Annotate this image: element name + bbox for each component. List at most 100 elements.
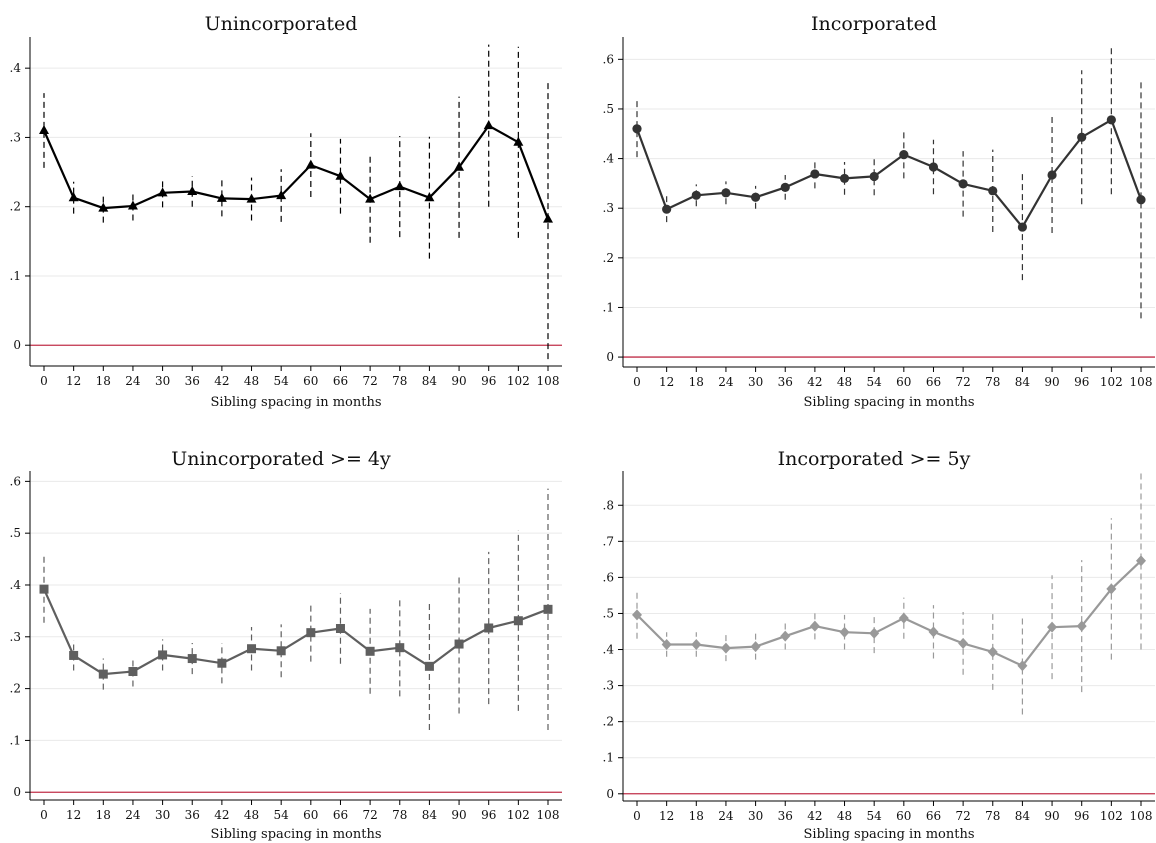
x-tick-label: 48 <box>244 808 259 822</box>
x-tick-label: 90 <box>1044 809 1059 823</box>
x-tick-label: 42 <box>807 375 822 389</box>
data-point <box>1076 620 1087 632</box>
x-tick-label: 108 <box>537 808 560 822</box>
y-tick-label: .8 <box>603 498 614 512</box>
x-tick-label: 78 <box>985 809 1000 823</box>
x-tick-label: 66 <box>926 375 941 389</box>
x-tick-label: 12 <box>66 374 81 388</box>
data-point <box>247 644 257 654</box>
x-tick-label: 18 <box>689 809 704 823</box>
x-tick-label: 72 <box>955 809 970 823</box>
data-point <box>1077 132 1087 142</box>
series-line <box>42 588 549 676</box>
data-point <box>543 604 553 614</box>
data-point <box>632 124 642 134</box>
y-tick-label: .3 <box>10 630 21 644</box>
data-point <box>335 624 345 634</box>
data-point <box>68 192 79 202</box>
y-tick-label: 0 <box>13 785 21 799</box>
data-point <box>39 125 49 135</box>
data-point <box>958 179 968 189</box>
x-tick-label: 102 <box>1100 375 1123 389</box>
x-tick-label: 54 <box>867 809 883 823</box>
x-tick-label: 96 <box>1074 375 1089 389</box>
y-tick-label: .5 <box>10 526 21 540</box>
data-point <box>217 658 227 668</box>
data-point <box>39 584 49 594</box>
data-point <box>483 120 494 130</box>
data-point <box>958 637 969 649</box>
x-tick-label: 30 <box>155 808 170 822</box>
x-tick-label: 0 <box>40 374 48 388</box>
data-point <box>394 181 405 191</box>
x-tick-label: 84 <box>1015 375 1031 389</box>
x-tick-label: 78 <box>392 808 407 822</box>
x-tick-label: 48 <box>837 809 852 823</box>
x-tick-label: 54 <box>867 375 883 389</box>
panel-unincorporated-4y: Unincorporated >= 4y Sibling spacing in … <box>10 448 562 842</box>
x-tick-label: 102 <box>507 374 530 388</box>
x-tick-label: 30 <box>748 375 763 389</box>
panel-title: Unincorporated >= 4y <box>171 448 391 470</box>
y-tick-label: .4 <box>603 152 615 166</box>
data-point <box>1136 195 1146 205</box>
y-tick-label: .3 <box>603 201 614 215</box>
data-point <box>899 150 909 160</box>
y-tick-label: .1 <box>603 751 614 765</box>
data-point <box>454 161 465 171</box>
data-point <box>1017 222 1028 232</box>
x-tick-label: 30 <box>748 809 763 823</box>
x-tick-label: 72 <box>955 375 970 389</box>
panel-unincorporated: Unincorporated Sibling spacing in months… <box>10 13 562 410</box>
x-tick-label: 48 <box>837 375 852 389</box>
y-tick-label: .7 <box>603 534 614 548</box>
x-tick-label: 36 <box>185 374 200 388</box>
x-tick-label: 18 <box>96 808 111 822</box>
data-point <box>335 170 346 180</box>
data-point <box>365 193 376 203</box>
x-tick-label: 18 <box>689 375 704 389</box>
x-tick-label: 42 <box>214 808 229 822</box>
x-tick-label: 96 <box>1074 809 1089 823</box>
data-point <box>869 627 880 639</box>
x-tick-label: 108 <box>537 374 560 388</box>
data-point <box>305 159 316 169</box>
y-tick-label: 0 <box>606 350 614 364</box>
y-tick-label: .4 <box>10 61 22 75</box>
data-point <box>1047 621 1058 633</box>
y-tick-label: .1 <box>603 300 614 314</box>
data-point <box>691 190 701 200</box>
data-point <box>928 162 939 172</box>
data-point <box>632 609 642 621</box>
x-tick-label: 84 <box>422 808 438 822</box>
data-point <box>127 200 138 210</box>
data-point <box>839 626 850 638</box>
data-point <box>513 136 524 146</box>
data-point <box>246 193 257 203</box>
x-tick-label: 66 <box>926 809 941 823</box>
x-tick-label: 78 <box>392 374 407 388</box>
y-tick-label: 0 <box>13 338 21 352</box>
x-tick-label: 12 <box>659 809 674 823</box>
y-tick-label: .5 <box>603 606 614 620</box>
x-tick-label: 42 <box>214 374 229 388</box>
data-point <box>187 185 198 195</box>
x-tick-label: 84 <box>1015 809 1031 823</box>
panel-incorporated: Incorporated Sibling spacing in months 0… <box>603 13 1155 410</box>
x-tick-label: 90 <box>1044 375 1059 389</box>
y-tick-label: .2 <box>603 251 614 265</box>
data-point <box>780 182 790 192</box>
data-point <box>187 654 197 664</box>
panel-title: Unincorporated <box>205 13 358 35</box>
data-point <box>1047 170 1057 180</box>
data-point <box>69 650 79 660</box>
y-tick-label: .1 <box>10 733 21 747</box>
data-point <box>691 638 702 650</box>
x-tick-label: 60 <box>896 375 911 389</box>
data-point <box>721 188 731 198</box>
panel-title: Incorporated <box>811 13 937 35</box>
x-tick-label: 12 <box>66 808 81 822</box>
data-point <box>661 638 672 650</box>
x-tick-label: 96 <box>481 808 496 822</box>
